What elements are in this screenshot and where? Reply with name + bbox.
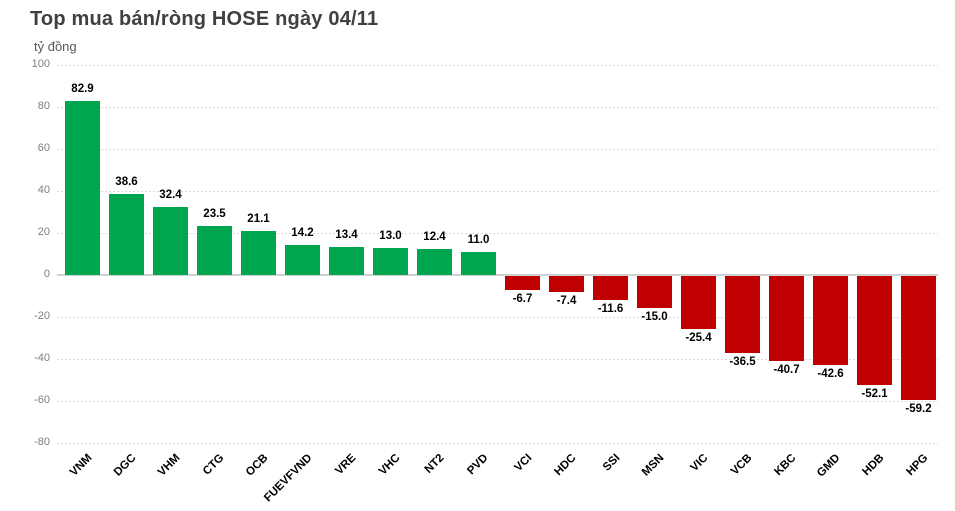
bar-negative — [725, 276, 760, 353]
bar-value-label: 13.4 — [335, 228, 358, 241]
bar-value-label: 21.1 — [247, 212, 270, 225]
bar-value-label: -15.0 — [641, 310, 668, 323]
y-axis-tick-label: 40 — [37, 184, 50, 196]
bar-value-label: 23.5 — [203, 207, 226, 220]
bar-negative — [681, 276, 716, 330]
bar-positive — [373, 247, 408, 275]
bar-value-label: 32.4 — [159, 188, 182, 201]
bar-positive — [461, 251, 496, 275]
y-axis-unit-label: tỷ đồng — [34, 39, 77, 54]
bar-negative — [505, 276, 540, 291]
bar-value-label: -40.7 — [773, 364, 800, 377]
bar-positive — [197, 225, 232, 275]
y-axis-tick-label: -40 — [34, 352, 50, 364]
bar-negative — [769, 276, 804, 362]
y-axis-tick-label: -20 — [34, 310, 50, 322]
y-axis-tick-label: 60 — [37, 142, 50, 154]
bar-positive — [285, 245, 320, 275]
gridline — [57, 443, 938, 444]
y-axis-tick-label: 80 — [37, 100, 50, 112]
gridline — [57, 149, 938, 150]
bar-negative — [549, 276, 584, 292]
bar-value-label: 13.0 — [379, 229, 402, 242]
bar-value-label: -6.7 — [512, 293, 533, 306]
bar-positive — [417, 248, 452, 275]
gridline — [57, 191, 938, 192]
gridline — [57, 401, 938, 402]
y-axis-tick-label: 0 — [43, 268, 50, 280]
gridline — [57, 233, 938, 234]
bar-value-label: -59.2 — [905, 403, 932, 416]
gridline — [57, 65, 938, 66]
bar-negative — [637, 276, 672, 308]
bar-positive — [109, 193, 144, 275]
y-axis-tick-label: -80 — [34, 436, 50, 448]
bar-negative — [593, 276, 628, 301]
bar-positive — [153, 206, 188, 275]
y-axis-tick-label: 20 — [37, 226, 50, 238]
gridline — [57, 107, 938, 108]
bar-value-label: 11.0 — [467, 233, 490, 246]
bar-value-label: -7.4 — [556, 294, 577, 307]
zero-axis-line — [57, 274, 938, 276]
gridline — [57, 359, 938, 360]
bar-value-label: -36.5 — [729, 355, 756, 368]
bar-negative — [901, 276, 936, 401]
bar-value-label: -42.6 — [817, 368, 844, 381]
bar-positive — [329, 246, 364, 275]
bar-value-label: 38.6 — [115, 175, 138, 188]
bar-value-label: 14.2 — [291, 227, 314, 240]
bar-value-label: 82.9 — [71, 82, 94, 95]
bar-value-label: -11.6 — [597, 303, 624, 316]
bar-negative — [813, 276, 848, 366]
gridline — [57, 317, 938, 318]
bar-positive — [241, 230, 276, 275]
bar-value-label: 12.4 — [423, 230, 446, 243]
bar-positive — [65, 100, 100, 275]
y-axis-tick-label: 100 — [31, 58, 50, 70]
bar-value-label: -25.4 — [685, 332, 712, 345]
y-axis-tick-label: -60 — [34, 394, 50, 406]
bar-negative — [857, 276, 892, 386]
bar-value-label: -52.1 — [861, 388, 888, 401]
chart-title: Top mua bán/ròng HOSE ngày 04/11 — [30, 8, 379, 30]
